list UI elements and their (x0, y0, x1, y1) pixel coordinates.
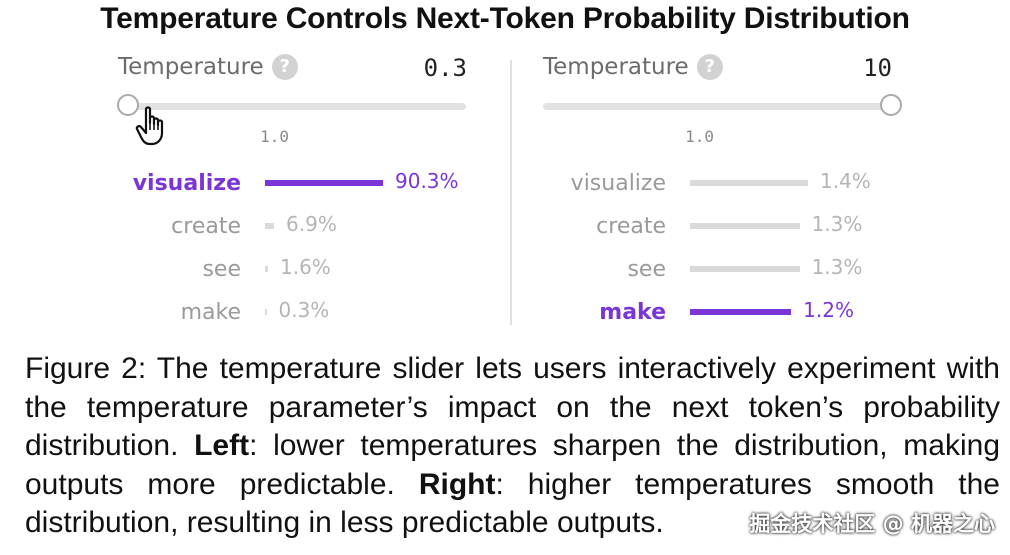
temperature-value: 0.3 (423, 54, 467, 82)
caption-right-text: : higher temperatures smooth the distrib… (25, 467, 1000, 540)
probability-bar (690, 180, 808, 186)
token-label: make (599, 300, 666, 325)
token-row: create 6.9% (113, 210, 473, 253)
panel-low-temperature: Temperature? 0.3 1.0 visualize 90.3% crea… (113, 50, 473, 330)
temperature-slider[interactable] (543, 94, 902, 116)
token-label: create (171, 214, 241, 239)
watermark: 掘金技术社区 @ 机器之心 (749, 512, 995, 536)
temperature-value: 10 (863, 54, 892, 82)
temperature-label: Temperature? (118, 54, 298, 80)
probability-bar (690, 223, 800, 229)
slider-thumb[interactable] (880, 94, 902, 116)
figure-caption: Figure 2: The temperature slider lets us… (25, 350, 1000, 543)
probability-bar (690, 266, 800, 272)
token-label: see (627, 257, 666, 282)
probability-percent: 1.4% (820, 169, 871, 193)
caption-left-text: : lower temperatures sharpen the distrib… (25, 429, 1001, 501)
token-label: make (180, 300, 241, 325)
token-label: create (596, 214, 666, 239)
caption-lead: Figure 2: The temperature slider lets us… (25, 352, 1000, 462)
slider-thumb[interactable] (117, 94, 140, 116)
caption-right-label: Right (418, 467, 496, 501)
probability-percent: 1.6% (280, 255, 331, 279)
panel-divider (510, 60, 512, 325)
probability-bar (265, 180, 383, 186)
token-row: make 1.2% (538, 296, 898, 339)
token-label: see (202, 257, 241, 282)
figure-title: Temperature Controls Next-Token Probabil… (100, 2, 910, 35)
probability-percent: 6.9% (286, 212, 337, 236)
probability-percent: 1.2% (803, 298, 854, 322)
temperature-slider[interactable] (117, 94, 466, 116)
token-label: visualize (132, 171, 241, 196)
probability-bar (690, 309, 792, 315)
probability-percent: 1.3% (811, 212, 863, 236)
probability-bar (265, 309, 267, 315)
probability-percent: 0.3% (278, 298, 330, 322)
temperature-label: Temperature? (543, 54, 723, 80)
hand-cursor-icon (135, 106, 164, 146)
token-row: see 1.6% (113, 253, 473, 296)
slider-tick-label: 1.0 (260, 127, 290, 146)
token-row: visualize 1.4% (538, 167, 898, 210)
token-row: visualize 90.3% (113, 167, 473, 210)
token-row: create 1.3% (538, 210, 898, 253)
panel-high-temperature: Temperature? 10 1.0 visualize 1.4% create… (538, 50, 902, 330)
token-probability-list: visualize 1.4% create 1.3% see 1.3% make 1.2… (538, 167, 898, 339)
probability-percent: 1.3% (811, 255, 863, 279)
token-row: see 1.3% (538, 253, 898, 296)
probability-bar (265, 266, 268, 272)
token-probability-list: visualize 90.3% create 6.9% see 1.6% make 0.… (113, 167, 473, 339)
probability-bar (265, 223, 275, 229)
probability-percent: 90.3% (395, 169, 459, 193)
slider-tick-label: 1.0 (685, 127, 715, 146)
token-label: visualize (570, 171, 666, 196)
help-icon[interactable]: ? (271, 54, 298, 80)
help-icon[interactable]: ? (696, 54, 723, 80)
caption-left-label: Left (194, 429, 250, 462)
token-row: make 0.3% (113, 296, 473, 339)
